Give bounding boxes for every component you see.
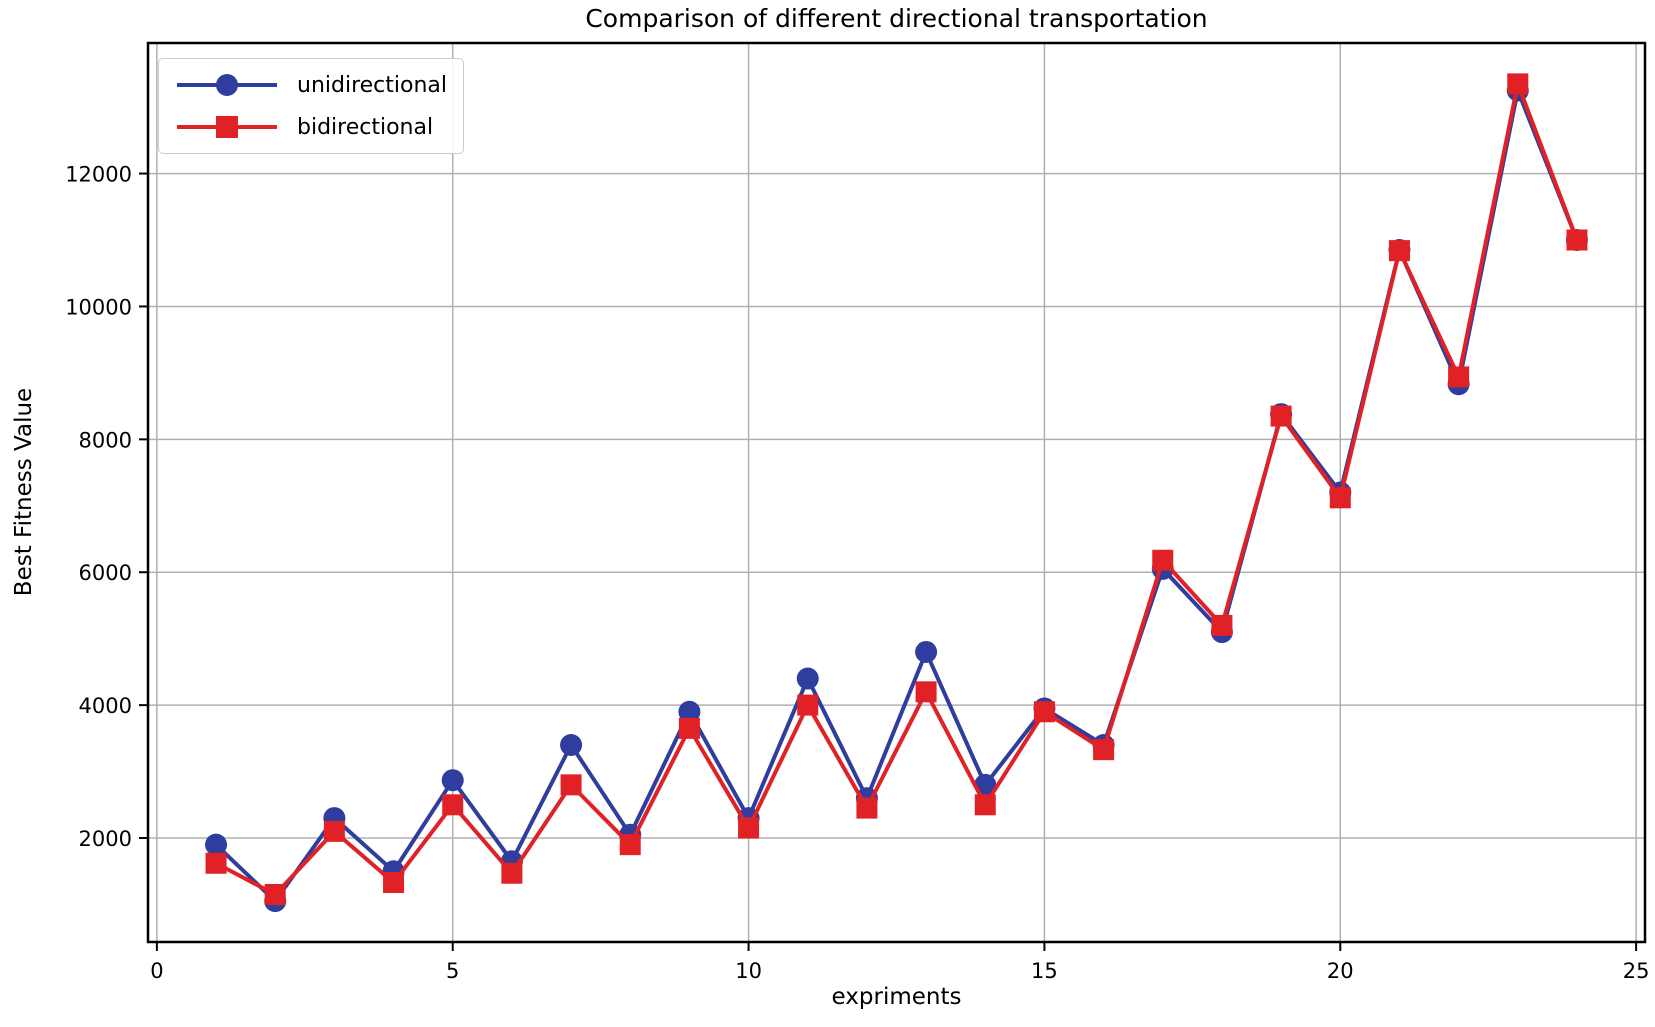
data-point-bidirectional — [678, 717, 700, 739]
y-tick-label: 10000 — [65, 295, 132, 319]
data-point-unidirectional — [915, 640, 938, 663]
series-line-unidirectional — [214, 88, 1579, 904]
x-tick-label: 20 — [1327, 959, 1354, 983]
data-point-bidirectional — [1329, 487, 1351, 509]
data-point-unidirectional — [796, 667, 819, 690]
data-point-bidirectional — [442, 794, 464, 816]
data-point-bidirectional — [1093, 739, 1115, 761]
y-tick-label: 8000 — [79, 428, 132, 452]
data-point-bidirectional — [205, 852, 227, 874]
data-point-bidirectional — [323, 820, 345, 842]
data-point-bidirectional — [1448, 366, 1470, 388]
chart-title: Comparison of different directional tran… — [585, 4, 1208, 33]
data-point-bidirectional — [797, 694, 819, 716]
data-point-bidirectional — [619, 834, 641, 856]
data-point-bidirectional — [915, 681, 937, 703]
y-tick-label: 2000 — [79, 827, 132, 851]
bidirectional-line-marker-icon — [177, 116, 277, 138]
data-point-bidirectional — [1152, 549, 1174, 571]
data-point-unidirectional — [205, 833, 228, 856]
series-line-bidirectional — [215, 81, 1579, 897]
data-point-unidirectional — [678, 700, 701, 723]
unidirectional-line-marker-icon — [177, 74, 277, 96]
data-point-unidirectional — [560, 733, 583, 756]
x-tick-label: 15 — [1031, 959, 1058, 983]
data-point-bidirectional — [1211, 614, 1233, 636]
data-point-bidirectional — [383, 872, 405, 894]
y-axis-label: Best Fitness Value — [11, 387, 37, 597]
data-point-bidirectional — [856, 797, 878, 819]
y-tick-label: 12000 — [65, 163, 132, 187]
data-point-bidirectional — [560, 774, 582, 796]
legend-label-bidirectional: bidirectional — [297, 114, 434, 140]
y-tick-label: 4000 — [79, 694, 132, 718]
data-point-bidirectional — [1507, 73, 1529, 95]
x-axis-label: expriments — [831, 984, 962, 1010]
x-tick-label: 5 — [446, 959, 459, 983]
data-point-bidirectional — [1033, 701, 1055, 723]
x-tick-label: 10 — [735, 959, 762, 983]
data-point-bidirectional — [1388, 240, 1410, 262]
legend: unidirectional bidirectional — [158, 58, 465, 154]
data-point-unidirectional — [441, 769, 464, 792]
plot-border — [146, 41, 1647, 944]
legend-item-unidirectional: unidirectional — [171, 66, 447, 104]
data-point-bidirectional — [738, 817, 760, 839]
y-tick-label: 6000 — [79, 561, 132, 585]
x-tick-label: 0 — [150, 959, 163, 983]
data-point-bidirectional — [501, 862, 523, 884]
data-point-bidirectional — [974, 794, 996, 816]
legend-item-bidirectional: bidirectional — [171, 108, 447, 146]
x-tick-label: 25 — [1623, 959, 1650, 983]
data-point-bidirectional — [1566, 229, 1588, 251]
data-point-bidirectional — [1270, 405, 1292, 427]
data-point-bidirectional — [264, 883, 286, 905]
legend-label-unidirectional: unidirectional — [297, 72, 448, 98]
